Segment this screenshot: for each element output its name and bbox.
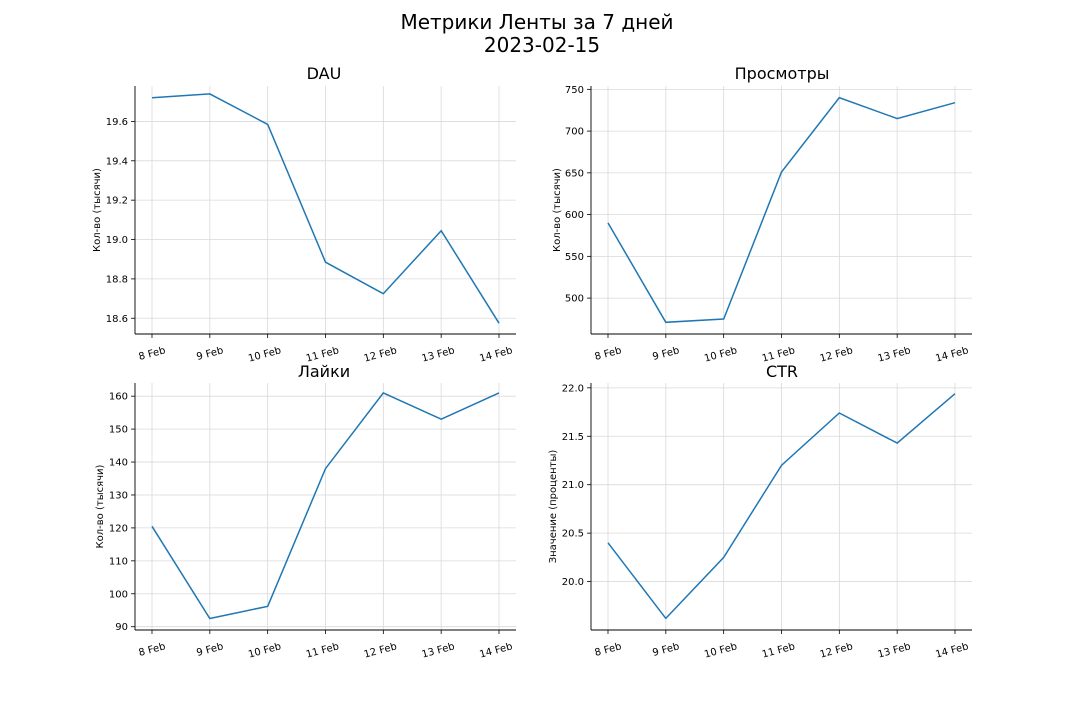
data-point xyxy=(382,392,384,394)
subplot-title: DAU xyxy=(307,64,342,83)
data-point xyxy=(266,605,268,607)
y-tick-label: 500 xyxy=(565,294,584,305)
data-point xyxy=(896,442,898,444)
y-tick-label: 19.4 xyxy=(106,156,128,167)
data-point xyxy=(780,464,782,466)
series-line xyxy=(151,391,500,620)
x-tick-label: 9 Feb xyxy=(651,345,680,363)
y-tick-label: 750 xyxy=(565,85,584,96)
y-tick-label: 19.0 xyxy=(106,235,128,246)
data-point xyxy=(498,392,500,394)
data-point xyxy=(954,392,956,394)
y-tick-label: 18.6 xyxy=(106,314,128,325)
x-tick-label: 8 Feb xyxy=(138,345,167,363)
y-tick-label: 19.2 xyxy=(106,196,128,207)
x-tick-label: 14 Feb xyxy=(478,641,513,660)
data-point xyxy=(324,261,326,263)
y-axis-label: Кол-во (тысячи) xyxy=(552,168,563,252)
x-tick-label: 13 Feb xyxy=(877,345,912,364)
x-tick-label: 9 Feb xyxy=(195,345,224,363)
subplot-3: 90 100 110 120 130 140 150 160 8 Feb 9 Feb 10 Feb 1… xyxy=(95,362,516,661)
y-tick-label: 550 xyxy=(565,252,584,263)
data-point xyxy=(665,617,667,619)
data-point xyxy=(440,229,442,231)
y-tick-label: 19.6 xyxy=(106,117,128,128)
x-tick-label: 10 Feb xyxy=(703,345,738,364)
y-tick-label: 110 xyxy=(109,556,128,567)
data-point xyxy=(382,292,384,294)
subplot-1: 18.6 18.8 19.0 19.2 19.4 19.6 8 Feb 9 Feb 10 Feb… xyxy=(92,64,516,365)
series-line xyxy=(151,93,500,324)
x-tick-label: 8 Feb xyxy=(138,641,167,659)
y-axis-label: Значение (проценты) xyxy=(548,450,559,564)
figure-title-line1: Метрики Ленты за 7 дней xyxy=(400,10,673,34)
x-tick-label: 14 Feb xyxy=(934,345,969,364)
data-point xyxy=(266,123,268,125)
subplot-title: CTR xyxy=(766,362,798,381)
x-tick-label: 14 Feb xyxy=(934,641,969,660)
x-tick-label: 9 Feb xyxy=(651,641,680,659)
y-tick-label: 120 xyxy=(109,523,128,534)
x-tick-label: 13 Feb xyxy=(877,641,912,660)
x-tick-label: 13 Feb xyxy=(421,641,456,660)
x-tick-label: 10 Feb xyxy=(247,345,282,364)
x-tick-label: 14 Feb xyxy=(478,345,513,364)
y-tick-label: 20.0 xyxy=(562,577,584,588)
data-point xyxy=(722,318,724,320)
data-point xyxy=(896,117,898,119)
y-tick-label: 20.5 xyxy=(562,529,584,540)
x-tick-label: 12 Feb xyxy=(363,345,398,364)
x-tick-label: 10 Feb xyxy=(703,641,738,660)
x-tick-label: 13 Feb xyxy=(421,345,456,364)
subplot-title: Лайки xyxy=(298,362,350,381)
x-tick-label: 8 Feb xyxy=(594,641,623,659)
y-tick-label: 21.5 xyxy=(562,432,584,443)
y-tick-label: 140 xyxy=(109,458,128,469)
data-point xyxy=(324,467,326,469)
y-tick-label: 150 xyxy=(109,425,128,436)
y-tick-label: 700 xyxy=(565,127,584,138)
y-tick-label: 22.0 xyxy=(562,383,584,394)
data-point xyxy=(607,542,609,544)
x-tick-label: 11 Feb xyxy=(761,641,796,660)
y-tick-label: 21.0 xyxy=(562,480,584,491)
y-tick-label: 18.8 xyxy=(106,274,128,285)
data-point xyxy=(780,171,782,173)
y-tick-label: 90 xyxy=(115,622,128,633)
data-point xyxy=(838,412,840,414)
y-tick-label: 650 xyxy=(565,168,584,179)
y-tick-label: 100 xyxy=(109,589,128,600)
x-tick-label: 12 Feb xyxy=(819,641,854,660)
y-tick-label: 160 xyxy=(109,392,128,403)
x-tick-label: 12 Feb xyxy=(819,345,854,364)
data-point xyxy=(440,418,442,420)
data-point xyxy=(722,556,724,558)
series-line xyxy=(607,96,956,324)
x-tick-label: 10 Feb xyxy=(247,641,282,660)
x-tick-label: 8 Feb xyxy=(594,345,623,363)
series-line xyxy=(607,393,956,620)
data-point xyxy=(151,525,153,527)
y-tick-label: 130 xyxy=(109,490,128,501)
x-tick-label: 11 Feb xyxy=(305,641,340,660)
data-point xyxy=(607,222,609,224)
subplot-4: 20.0 20.5 21.0 21.5 22.0 8 Feb 9 Feb 10 Feb 11 F… xyxy=(548,362,972,661)
x-tick-label: 12 Feb xyxy=(363,641,398,660)
y-axis-label: Кол-во (тысячи) xyxy=(95,464,106,548)
data-point xyxy=(209,617,211,619)
subplot-title: Просмотры xyxy=(735,64,830,83)
y-tick-label: 600 xyxy=(565,210,584,221)
figure-title-line2: 2023-02-15 xyxy=(484,33,600,57)
data-point xyxy=(838,96,840,98)
x-tick-label: 9 Feb xyxy=(195,641,224,659)
data-point xyxy=(209,93,211,95)
data-point xyxy=(665,321,667,323)
y-axis-label: Кол-во (тысячи) xyxy=(92,168,103,252)
data-point xyxy=(498,322,500,324)
data-point xyxy=(954,102,956,104)
subplot-grid: 18.6 18.8 19.0 19.2 19.4 19.6 8 Feb 9 Feb 10 Feb… xyxy=(92,64,972,661)
data-point xyxy=(151,97,153,99)
